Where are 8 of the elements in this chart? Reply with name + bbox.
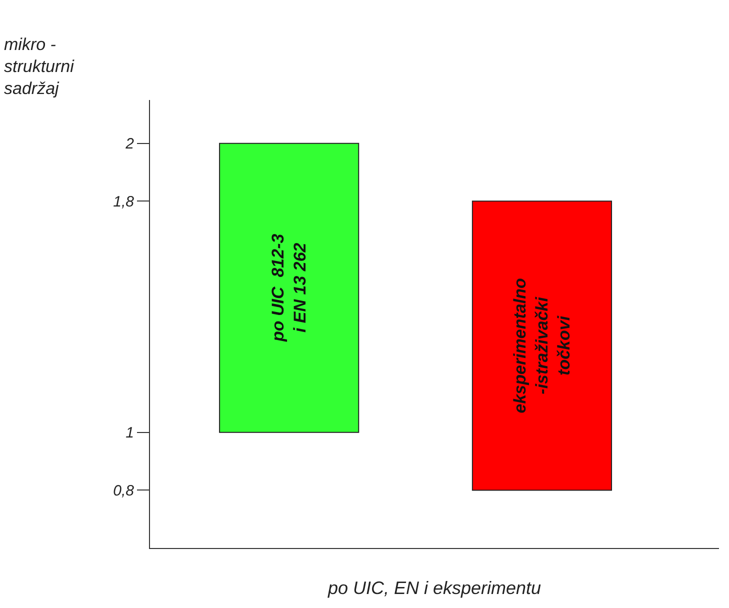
y-axis-title: mikro - strukturni sadržaj — [4, 35, 76, 98]
y-tick-label: 2 — [124, 136, 135, 153]
series-label: eksperimentalno -istraživački točkovi — [510, 278, 574, 414]
y-tick-label: 0,8 — [113, 482, 135, 500]
y-tick-label: 1,8 — [113, 193, 135, 210]
series-label: po UIC 812-3 i EN 13 262 — [268, 233, 310, 342]
x-axis-title: po UIC, EN i eksperimentu — [326, 578, 542, 598]
y-tick-label: 1 — [126, 424, 134, 442]
